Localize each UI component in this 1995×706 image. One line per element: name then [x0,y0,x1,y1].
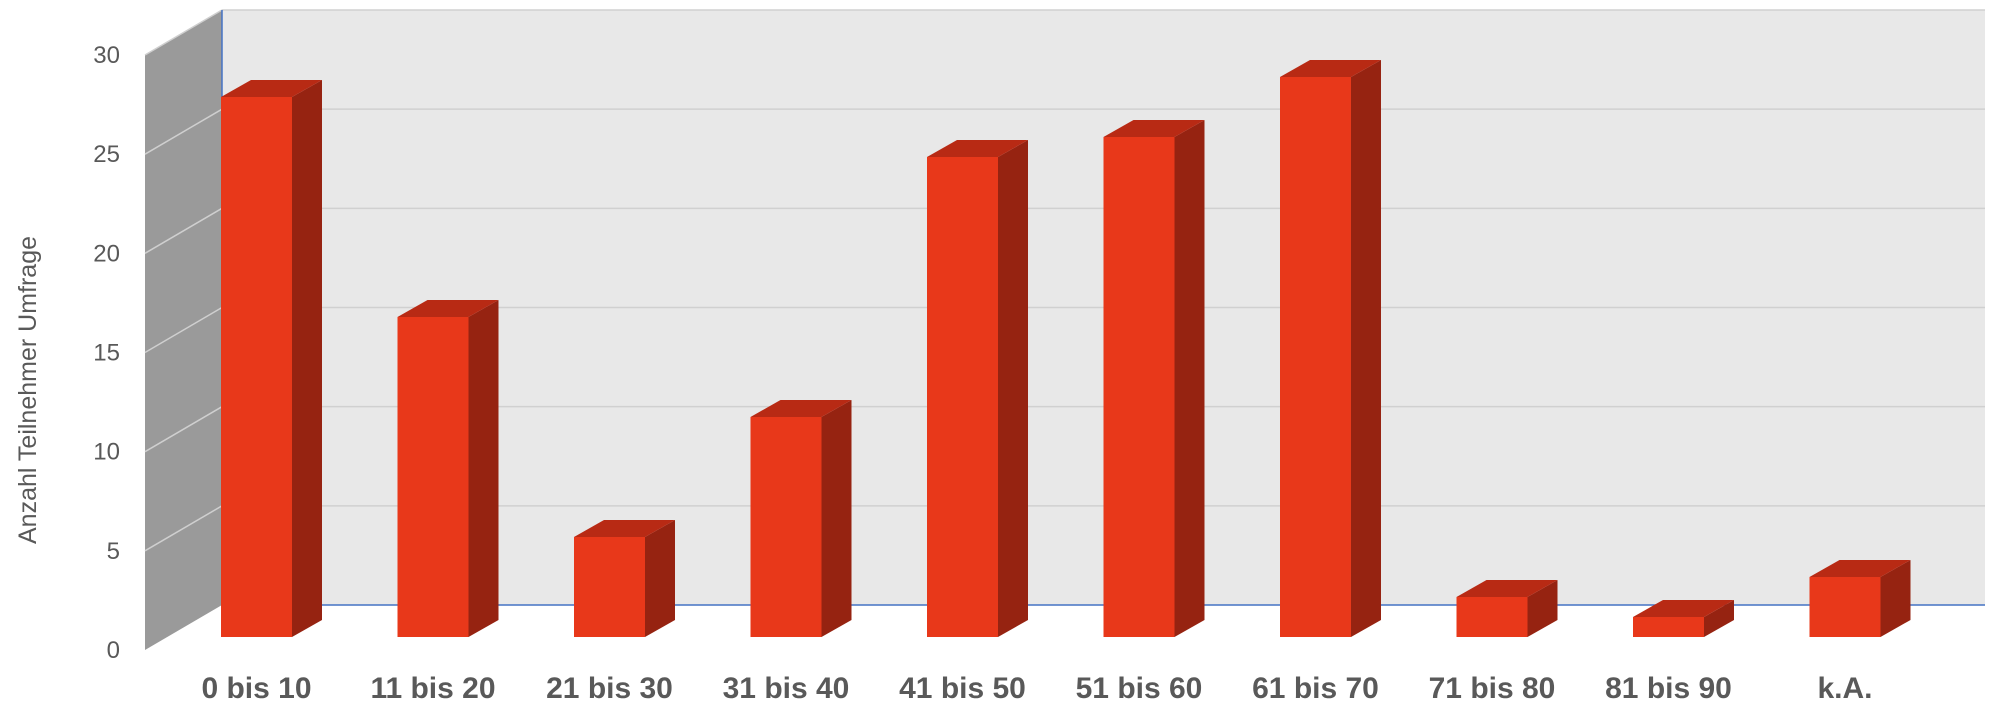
bar-side [821,400,852,637]
bar-front [1280,77,1351,637]
bar-side [998,140,1028,637]
y-tick-label: 5 [107,538,120,565]
bar-top [1633,600,1734,617]
bar-4 [750,400,852,637]
side-gridline [144,406,223,453]
bar-top [1280,60,1381,77]
bar-side [468,300,499,637]
bar-side [645,520,675,637]
y-tick-label: 30 [93,42,120,69]
bar-side [1527,580,1558,637]
bar-top [927,140,1028,157]
bar-2 [397,300,499,637]
gridlines [144,9,1985,606]
bar-front [221,97,292,637]
bar-5 [927,140,1028,637]
side-gridline [144,108,223,155]
bar-1 [221,80,322,637]
bar-side [1174,120,1205,637]
bar-front [1456,597,1528,637]
y-tick-label: 0 [107,637,120,664]
y-tick-label: 15 [93,340,120,367]
bar-front [397,317,469,637]
x-tick-label: 11 bis 20 [370,672,495,705]
x-tick-label: 21 bis 30 [546,672,673,705]
x-tick-label: 81 bis 90 [1605,672,1732,705]
x-tick-label: 51 bis 60 [1076,672,1203,705]
x-tick-label: 61 bis 70 [1252,672,1379,705]
bar-side [1704,600,1734,637]
y-axis-ticks: 0 5 10 15 20 25 30 [93,42,120,664]
bar-top [750,400,852,417]
y-tick-label: 20 [93,240,120,267]
bar-side [292,80,322,637]
bar-side [1351,60,1381,637]
side-gridline [144,207,223,254]
bar-top [574,520,675,537]
bar-top [1809,560,1911,577]
bar-top [1103,120,1205,137]
bar-front [1809,577,1881,637]
bar-10 [1809,560,1911,637]
x-axis-ticks: 0 bis 10 11 bis 20 21 bis 30 31 bis 40 41 bi… [201,672,1872,705]
bar-top [221,80,322,97]
bar-top [397,300,499,317]
bar-6 [1103,120,1205,637]
bar-9 [1633,600,1734,637]
x-tick-label: 31 bis 40 [723,672,850,705]
side-gridline [144,505,223,552]
y-tick-label: 25 [93,141,120,168]
x-tick-label: 41 bis 50 [899,672,1026,705]
bar-front [574,537,645,637]
x-tick-label: 0 bis 10 [201,672,311,705]
bar-front [750,417,822,637]
bar-3 [574,520,675,637]
bar-front [927,157,998,637]
bar-8 [1456,580,1558,637]
y-tick-label: 10 [93,439,120,466]
side-gridline [144,9,223,56]
y-axis-label: Anzahl Teilnehmer Umfrage [14,236,42,544]
side-gridline [144,306,223,354]
bar-front [1633,617,1704,637]
bar-side [1880,560,1911,637]
bars [221,60,1911,637]
bar-front [1103,137,1175,637]
bar-top [1456,580,1558,597]
bar-7 [1280,60,1381,637]
x-tick-label: 71 bis 80 [1429,672,1556,705]
x-tick-label: k.A. [1817,672,1872,705]
